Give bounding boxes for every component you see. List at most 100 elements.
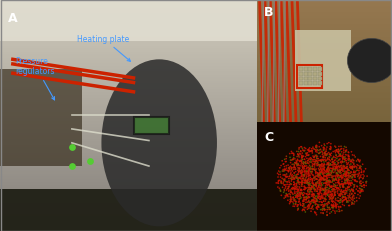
Point [287, 198, 293, 201]
Point [347, 196, 353, 199]
Point [294, 196, 301, 200]
Point [287, 161, 294, 165]
Point [310, 177, 317, 180]
Point [347, 194, 353, 197]
Point [339, 190, 345, 194]
Point [288, 182, 294, 186]
Point [327, 207, 333, 211]
Point [345, 185, 351, 189]
Point [306, 153, 312, 157]
Point [345, 168, 352, 172]
Point [358, 179, 364, 183]
Point [310, 160, 316, 164]
Point [321, 166, 328, 170]
Point [312, 165, 318, 169]
Point [324, 213, 330, 217]
Point [308, 161, 314, 164]
Point [296, 181, 303, 184]
Point [333, 174, 339, 178]
Point [335, 181, 341, 184]
Point [329, 160, 336, 164]
Point [337, 174, 343, 178]
Point [351, 185, 358, 188]
Point [351, 197, 358, 200]
Point [321, 174, 328, 178]
Point [329, 192, 335, 196]
Point [343, 187, 349, 190]
Point [325, 169, 331, 172]
Point [323, 170, 329, 174]
Point [312, 188, 319, 192]
Point [298, 175, 304, 179]
Point [307, 187, 314, 191]
Point [312, 160, 319, 164]
Point [329, 196, 336, 200]
Point [342, 193, 348, 196]
Point [312, 170, 319, 173]
Point [306, 186, 312, 190]
Point [345, 154, 352, 158]
Point [328, 147, 334, 151]
Point [332, 165, 338, 169]
Point [333, 154, 339, 157]
Point [335, 189, 341, 193]
Point [317, 198, 323, 201]
Point [334, 186, 340, 190]
Point [340, 161, 346, 164]
Point [344, 178, 350, 182]
Point [285, 195, 291, 199]
Point [359, 188, 366, 191]
Point [329, 167, 335, 170]
Point [303, 192, 310, 196]
Point [325, 170, 332, 174]
Point [287, 165, 294, 168]
Point [350, 170, 357, 174]
Point [341, 198, 347, 202]
Point [346, 204, 352, 207]
Point [356, 191, 363, 195]
Point [294, 158, 301, 161]
Point [292, 182, 298, 186]
Point [347, 176, 353, 180]
Point [296, 197, 302, 201]
Point [315, 149, 321, 152]
Point [350, 199, 356, 202]
Point [332, 201, 339, 205]
Point [301, 165, 307, 169]
Point [297, 201, 303, 205]
Point [287, 202, 293, 206]
Point [310, 183, 317, 187]
Point [349, 201, 355, 204]
Point [320, 172, 326, 176]
Point [324, 167, 330, 171]
Point [340, 191, 347, 194]
Point [325, 193, 331, 197]
Point [290, 168, 297, 171]
Point [323, 170, 329, 174]
Point [358, 165, 364, 169]
Point [363, 167, 369, 171]
Point [304, 205, 310, 209]
Point [359, 163, 366, 166]
Point [318, 189, 324, 192]
Point [316, 141, 323, 145]
Point [336, 193, 343, 197]
Point [346, 185, 352, 189]
Point [338, 155, 344, 158]
Point [296, 195, 302, 198]
Point [293, 195, 299, 199]
Point [324, 153, 330, 157]
Point [332, 205, 338, 209]
Point [323, 202, 329, 206]
Point [346, 173, 352, 177]
Point [298, 191, 304, 195]
Point [291, 165, 298, 169]
Point [297, 189, 303, 193]
Point [328, 190, 334, 194]
Point [307, 156, 314, 160]
Point [351, 194, 357, 198]
Point [343, 197, 349, 200]
Bar [299, 68, 303, 72]
Point [331, 185, 338, 188]
Point [325, 181, 331, 185]
